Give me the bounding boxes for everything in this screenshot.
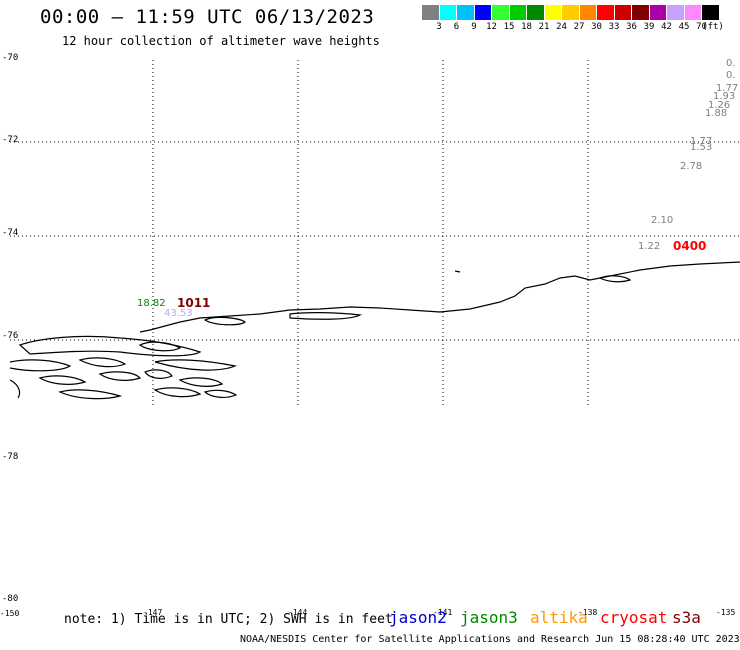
- legend-swatch: [632, 5, 650, 20]
- legend-swatch: [439, 5, 457, 20]
- wave-height-label: 2.10: [651, 215, 674, 226]
- legend-label: (ft): [702, 22, 724, 32]
- page-title: 00:00 – 11:59 UTC 06/13/2023: [40, 6, 375, 28]
- longitude-label: -150: [0, 609, 20, 618]
- latitude-label: -72: [2, 135, 19, 145]
- legend-swatch: [667, 5, 685, 20]
- wave-height-label: 1.53: [690, 142, 713, 153]
- color-legend-labels: 3 6 9 12 15 18 21 24 27 30 33 36 39 42 45 70 (ft): [422, 22, 740, 34]
- wave-height-label: 18.82: [137, 298, 166, 309]
- legend-label: 9: [471, 22, 477, 32]
- latitude-label: -70: [2, 53, 19, 63]
- legend-swatch: [422, 5, 440, 20]
- legend-swatch: [474, 5, 492, 20]
- satellite-label-altika: altika: [530, 608, 588, 627]
- legend-label: 15: [503, 22, 515, 32]
- legend-label: 6: [453, 22, 460, 32]
- time-label: 0400: [673, 239, 707, 253]
- legend-swatch: [579, 5, 597, 20]
- legend-label: 3: [436, 22, 442, 32]
- legend-swatch: [457, 5, 475, 20]
- footer-credit: NOAA/NESDIS Center for Satellite Applica…: [240, 634, 740, 645]
- longitude-label: -135: [716, 608, 736, 617]
- legend-swatch: [509, 5, 527, 20]
- legend-label: 27: [573, 22, 585, 32]
- satellite-label-jason3: jason3: [460, 608, 518, 627]
- legend-label: 45: [678, 22, 690, 32]
- wave-height-label: 43.53: [164, 308, 193, 319]
- legend-swatch: [527, 5, 545, 20]
- legend-label: 33: [608, 22, 620, 32]
- coastline: [9, 261, 740, 400]
- wave-height-label: 1.26: [708, 100, 731, 111]
- legend-swatch: [544, 5, 562, 20]
- legend-label: 30: [591, 22, 602, 32]
- wave-height-label: 1.88: [705, 108, 728, 119]
- longitude-label: -144: [288, 608, 308, 617]
- longitude-label: -141: [433, 608, 453, 617]
- legend-label: 21: [538, 22, 550, 32]
- legend-label: 70: [696, 22, 707, 32]
- longitude-label: -147: [143, 608, 163, 617]
- wave-height-label: 0.: [726, 70, 736, 81]
- wave-height-label: 1.93: [713, 91, 736, 102]
- units-note: note: 1) Time is in UTC; 2) SWH is in fe…: [64, 612, 393, 627]
- satellite-label-cryosat: cryosat: [600, 608, 668, 627]
- satellite-label-jason2: jason2: [389, 608, 447, 627]
- latitude-label: -80: [2, 594, 19, 604]
- legend-label: 36: [626, 22, 637, 32]
- legend-swatch: [649, 5, 667, 20]
- legend-label: 42: [661, 22, 672, 32]
- wave-height-label: 1.22: [638, 241, 661, 252]
- page-subtitle: 12 hour collection of altimeter wave hei…: [62, 34, 380, 48]
- longitude-label: -138: [578, 608, 598, 617]
- latitude-label: -78: [2, 452, 19, 462]
- legend-swatch: [492, 5, 510, 20]
- legend-swatch: [702, 5, 720, 20]
- latitude-label: -74: [2, 228, 19, 238]
- latitude-label: -76: [2, 331, 19, 341]
- legend-swatch: [684, 5, 702, 20]
- legend-label: 18: [521, 22, 532, 32]
- color-legend: [422, 5, 720, 20]
- legend-label: 39: [643, 22, 655, 32]
- wave-height-label: 1.77: [716, 83, 739, 94]
- wave-height-label: 2.78: [680, 161, 703, 172]
- graticule: [10, 60, 740, 405]
- legend-label: 12: [486, 22, 497, 32]
- wave-height-label: 0.: [726, 58, 736, 69]
- time-label: 1011: [177, 296, 211, 310]
- legend-swatch: [597, 5, 615, 20]
- legend-label: 24: [556, 22, 567, 32]
- legend-swatch: [562, 5, 580, 20]
- satellite-label-s3a: s3a: [672, 608, 701, 627]
- wave-height-label: 1.77: [690, 136, 713, 147]
- legend-swatch: [614, 5, 632, 20]
